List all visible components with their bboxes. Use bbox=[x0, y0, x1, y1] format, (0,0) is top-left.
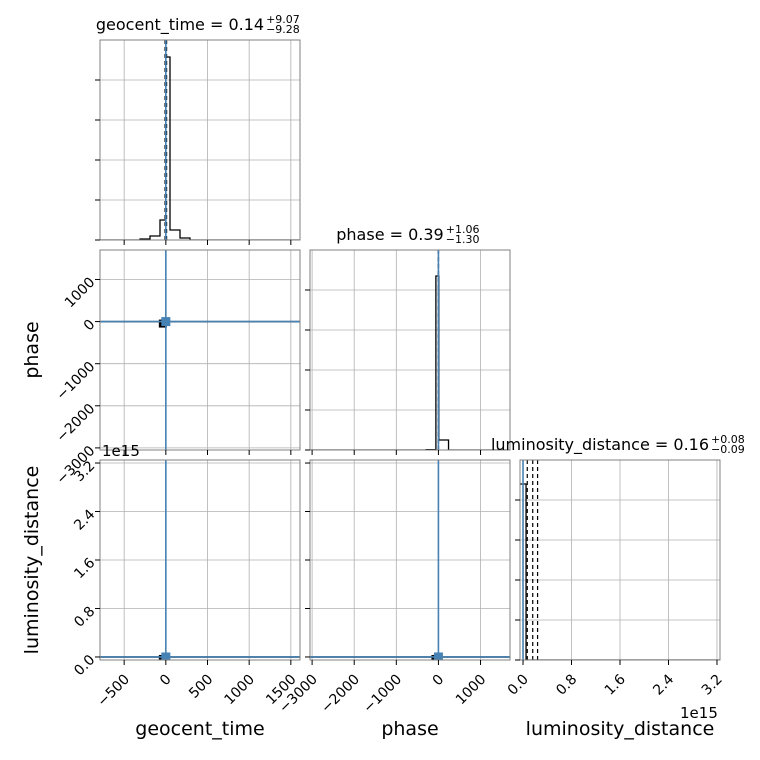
x-axis-label-phase: phase bbox=[381, 718, 438, 740]
x-tick-label: 0.8 bbox=[553, 672, 580, 699]
y-tick-label: 0 bbox=[81, 317, 99, 335]
histogram-bar bbox=[439, 440, 449, 450]
panel-title-upper-error: +1.06 bbox=[446, 223, 480, 236]
panel-title-luminosity_distance: luminosity_distance = 0.16 +0.08−0.09 bbox=[491, 433, 745, 456]
panel-content bbox=[100, 460, 300, 660]
panel-title-geocent_time: geocent_time = 0.14 +9.07−9.28 bbox=[96, 13, 300, 36]
y-tick-label: 2.4 bbox=[71, 507, 98, 534]
truth-marker bbox=[161, 317, 171, 327]
x-tick-label: 0 bbox=[430, 672, 448, 690]
x-tick-label: 1000 bbox=[221, 672, 258, 709]
x-tick-label: 1000 bbox=[453, 672, 490, 709]
panel-frame bbox=[99, 249, 301, 451]
x-axis-label-luminosity_distance: luminosity_distance bbox=[526, 718, 715, 740]
y-tick-label: −2000 bbox=[54, 401, 99, 446]
x-tick-label: 2.4 bbox=[650, 671, 677, 698]
panel-frame bbox=[309, 249, 511, 451]
truth-marker bbox=[161, 652, 171, 660]
y-tick-label: 1.6 bbox=[71, 555, 98, 582]
panel-luminosity_distance-vs-luminosity_distance: 0.0 0.8 1.6 2.4 3.2 bbox=[505, 459, 726, 699]
histogram-bar bbox=[170, 230, 180, 240]
panel-title-text: phase = 0.39 bbox=[336, 225, 443, 244]
panel-content bbox=[310, 460, 510, 660]
x-tick-label: 3.2 bbox=[699, 672, 726, 699]
truth-marker bbox=[433, 652, 443, 660]
x-tick-label: −500 bbox=[94, 672, 133, 711]
panel-content bbox=[310, 250, 507, 450]
panel-title-phase: phase = 0.39 +1.06−1.30 bbox=[336, 223, 479, 246]
y-tick-label: 1000 bbox=[62, 275, 99, 312]
panel-luminosity_distance-vs-phase: −3000−2000−1000 0 1000 bbox=[276, 459, 511, 717]
histogram-step bbox=[100, 56, 300, 240]
panel-content bbox=[100, 250, 300, 450]
x-tick-label: 0.0 bbox=[505, 672, 532, 699]
y-tick-label: 0.0 bbox=[71, 652, 98, 679]
panel-phase-vs-phase bbox=[305, 249, 511, 455]
x-tick-label: 1.6 bbox=[602, 671, 629, 698]
x-tick-label: −2000 bbox=[318, 672, 363, 717]
panel-title-upper-error: +0.08 bbox=[711, 433, 745, 446]
panel-title-lower-error: −1.30 bbox=[446, 233, 480, 246]
x-tick-label: 0 bbox=[157, 672, 175, 690]
y-axis-label-phase: phase bbox=[21, 321, 43, 378]
x-offset-text: 1e15 bbox=[680, 704, 718, 722]
y-tick-label: −1000 bbox=[54, 359, 99, 404]
panel-title-lower-error: −9.28 bbox=[266, 23, 300, 36]
x-tick-label: −1000 bbox=[360, 672, 405, 717]
x-axis-label-geocent_time: geocent_time bbox=[135, 718, 264, 740]
y-axis-label-luminosity_distance: luminosity_distance bbox=[21, 466, 43, 655]
y-offset-text: 1e15 bbox=[102, 442, 140, 460]
panel-title-text: geocent_time = 0.14 bbox=[96, 15, 264, 35]
histogram-step bbox=[310, 275, 507, 450]
x-tick-label: 500 bbox=[186, 672, 216, 702]
panel-title-upper-error: +9.07 bbox=[266, 13, 300, 26]
panel-frame bbox=[99, 39, 301, 241]
panel-geocent_time-vs-geocent_time bbox=[95, 39, 301, 245]
panel-title-lower-error: −0.09 bbox=[711, 443, 745, 456]
y-tick-label: 0.8 bbox=[71, 604, 98, 631]
panel-content bbox=[100, 40, 300, 240]
panel-content bbox=[520, 460, 720, 660]
panel-title-text: luminosity_distance = 0.16 bbox=[491, 435, 709, 455]
